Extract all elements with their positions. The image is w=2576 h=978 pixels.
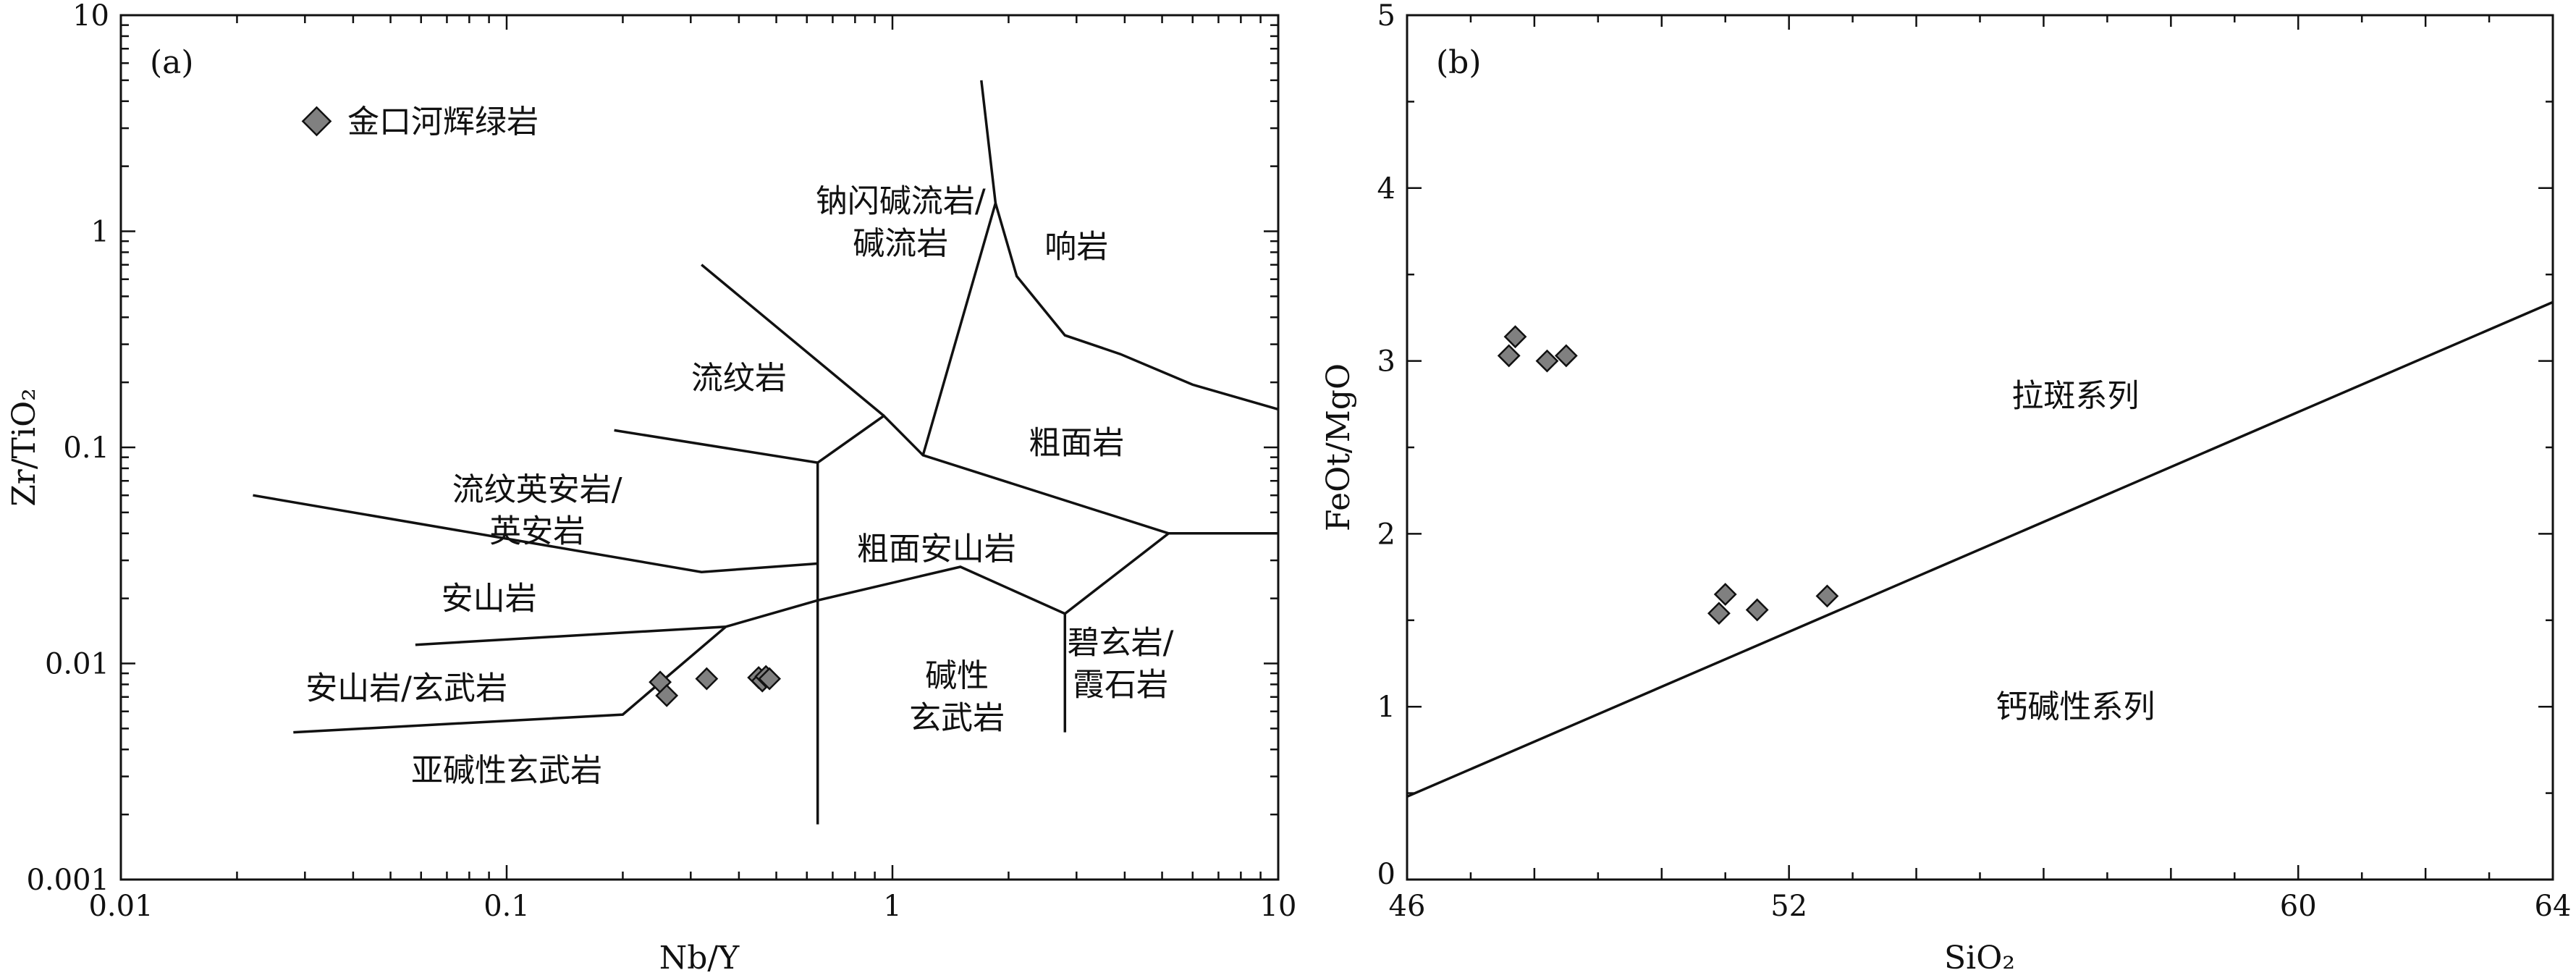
field-label: 钙碱性系列	[1996, 688, 2155, 725]
x-tick-label: 0.01	[88, 890, 153, 923]
panel-b-tag: (b)	[1436, 44, 1482, 81]
data-point	[1745, 598, 1769, 622]
series-boundary	[1406, 300, 2554, 798]
legend-label: 金口河辉绿岩	[347, 104, 539, 140]
y-tick-label: 3	[1377, 345, 1395, 379]
y-tick-label: 4	[1377, 172, 1395, 206]
data-point	[1503, 325, 1527, 349]
field-label: 英安岩	[489, 513, 585, 550]
field-boundary	[701, 264, 885, 417]
data-point	[1707, 602, 1731, 625]
y-tick-label: 10	[72, 0, 109, 33]
panel-b-boundaries	[1406, 300, 2554, 798]
field-boundary	[293, 532, 1278, 734]
data-point	[655, 683, 679, 707]
data-point	[758, 667, 782, 691]
x-tick-label: 10	[1260, 890, 1297, 923]
panel-a-boundaries	[253, 80, 1279, 825]
x-tick-label: 1	[883, 890, 901, 923]
field-label: 碧玄岩/	[1068, 625, 1174, 662]
data-point	[1815, 584, 1839, 608]
field-boundary	[816, 414, 1170, 825]
x-tick-label: 46	[1389, 890, 1426, 923]
data-point	[1713, 583, 1737, 606]
field-boundary	[921, 80, 997, 456]
field-label: 拉斑系列	[2011, 377, 2139, 414]
field-label: 钠闪碱流岩/	[816, 183, 986, 220]
panel-a-xlabel: Nb/Y	[659, 940, 740, 977]
y-tick-label: 2	[1377, 518, 1395, 551]
field-label: 粗面岩	[1029, 425, 1124, 462]
y-tick-label: 1	[1377, 691, 1395, 724]
field-label: 碱流岩	[853, 225, 948, 262]
y-tick-label: 1	[91, 216, 109, 249]
panel-b-frame	[1406, 14, 2554, 881]
x-tick-label: 60	[2280, 890, 2317, 923]
x-tick-label: 0.1	[483, 890, 530, 923]
field-boundary	[994, 203, 1279, 411]
field-label: 流纹岩	[691, 360, 787, 397]
x-tick-label: 64	[2535, 890, 2572, 923]
field-boundary	[253, 494, 818, 573]
y-tick-label: 0.1	[63, 431, 109, 465]
panel-a: (a) 0.01 0.1 1 100.0010.010.1110 钠闪碱流岩/碱流岩响…	[6, 0, 1296, 977]
panel-a-tag: (a)	[150, 44, 194, 81]
field-boundary	[614, 429, 818, 464]
field-label: 安山岩/玄武岩	[305, 670, 507, 707]
field-label: 亚碱性玄武岩	[411, 752, 602, 789]
data-point	[1535, 349, 1559, 373]
field-boundary	[415, 625, 727, 646]
field-label: 碱性	[925, 657, 989, 694]
field-label: 响岩	[1044, 229, 1108, 266]
y-tick-label: 0.01	[45, 648, 109, 681]
panel-b-ticks: 46 52 60 64 0 1 2 3 4 5	[1377, 0, 2572, 923]
panel-b-ylabel: FeOt/MgO	[1320, 363, 1357, 531]
y-tick-label: 5	[1377, 0, 1395, 33]
field-label: 粗面安山岩	[857, 531, 1016, 568]
y-tick-label: 0.001	[26, 864, 109, 897]
legend-marker	[301, 106, 332, 137]
x-tick-label: 52	[1770, 890, 1807, 923]
field-label: 玄武岩	[909, 700, 1005, 737]
data-point	[1554, 344, 1578, 368]
data-point	[695, 667, 719, 691]
panel-b-xlabel: SiO₂	[1944, 940, 2015, 977]
field-label: 霞石岩	[1073, 666, 1168, 703]
y-tick-label: 0	[1377, 858, 1395, 891]
field-label: 流纹英安岩/	[452, 471, 622, 508]
panel-a-ylabel: Zr/TiO₂	[6, 388, 43, 507]
panel-b-points	[1497, 325, 1839, 625]
field-label: 安山岩	[442, 581, 537, 617]
legend: 金口河辉绿岩	[301, 104, 539, 140]
panel-a-points	[649, 665, 782, 707]
data-point	[1497, 344, 1521, 368]
